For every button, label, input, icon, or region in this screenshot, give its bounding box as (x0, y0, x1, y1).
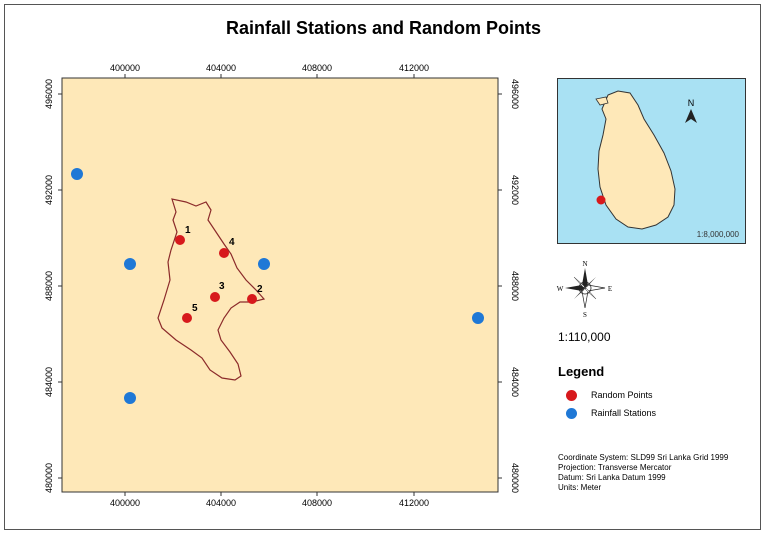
random-point-label: 2 (257, 284, 263, 295)
legend-label: Rainfall Stations (591, 408, 657, 418)
random-point-label: 1 (185, 225, 191, 236)
random-point-label: 3 (219, 281, 225, 292)
random-point-marker[interactable] (210, 292, 220, 302)
map-metadata: Coordinate System: SLD99 Sri Lanka Grid … (558, 453, 728, 493)
x-tick-label: 408000 (302, 63, 332, 73)
coordinate-system-text: Coordinate System: SLD99 Sri Lanka Grid … (558, 453, 729, 462)
x-axis-top: 400000 404000 408000 412000 (110, 63, 429, 73)
random-point-label: 4 (229, 237, 235, 248)
jaffna-peninsula (595, 96, 609, 106)
x-tick-label: 400000 (110, 63, 140, 73)
y-tick-label: 484000 (44, 367, 54, 397)
rainfall-station-marker[interactable] (124, 392, 136, 404)
x-tick-label: 404000 (206, 63, 236, 73)
rainfall-station-marker[interactable] (124, 258, 136, 270)
compass-s: S (583, 311, 587, 319)
rainfall-station-marker[interactable] (258, 258, 270, 270)
random-point-marker[interactable] (219, 248, 229, 258)
rainfall-station-marker[interactable] (71, 168, 83, 180)
x-axis-bottom: 400000 404000 408000 412000 (110, 498, 429, 508)
x-tick-marks (124, 74, 415, 496)
y-tick-marks (58, 93, 502, 479)
compass-rose-icon: N S E W (557, 260, 612, 319)
legend-label: Random Points (591, 390, 653, 400)
inset-locator-map: N 1:8,000,000 (557, 78, 746, 244)
north-arrow-icon: N (685, 98, 697, 123)
random-point-marker[interactable] (175, 235, 185, 245)
y-tick-label: 480000 (510, 463, 520, 493)
y-tick-label: 480000 (44, 463, 54, 493)
legend-item-random-points: Random Points (566, 388, 653, 402)
y-tick-label: 492000 (510, 175, 520, 205)
legend-title: Legend (558, 364, 605, 379)
datum-text: Datum: Sri Lanka Datum 1999 (558, 473, 666, 482)
inset-scale-text: 1:8,000,000 (696, 230, 739, 239)
map-title: Rainfall Stations and Random Points (225, 18, 542, 38)
sri-lanka-outline (597, 90, 676, 230)
units-text: Units: Meter (558, 483, 602, 492)
rainfall-stations-layer (71, 168, 484, 404)
y-tick-label: 492000 (44, 175, 54, 205)
x-tick-label: 408000 (302, 498, 332, 508)
y-axis-left: 496000 492000 488000 484000 480000 (44, 79, 54, 493)
study-area-boundary (157, 198, 266, 381)
rainfall-station-swatch-icon (566, 407, 577, 419)
x-tick-label: 412000 (399, 498, 429, 508)
y-tick-label: 488000 (44, 271, 54, 301)
x-tick-label: 400000 (110, 498, 140, 508)
map-extent (61, 77, 499, 493)
random-point-label: 5 (192, 303, 198, 314)
compass-e: E (608, 285, 612, 293)
y-tick-label: 496000 (44, 79, 54, 109)
rainfall-station-marker[interactable] (472, 312, 484, 324)
random-points-layer (175, 235, 257, 323)
x-tick-label: 412000 (399, 63, 429, 73)
map-scale-text: 1:110,000 (558, 330, 611, 344)
random-point-labels: 1 2 3 4 5 (185, 225, 263, 314)
compass-w: W (557, 285, 564, 293)
projection-text: Projection: Transverse Mercator (558, 463, 672, 472)
random-point-swatch-icon (566, 389, 577, 401)
y-tick-label: 488000 (510, 271, 520, 301)
x-tick-label: 404000 (206, 498, 236, 508)
study-area-locator-dot (596, 195, 606, 205)
compass-n: N (582, 260, 587, 268)
y-tick-label: 496000 (510, 79, 520, 109)
north-label: N (688, 98, 695, 108)
y-axis-right: 496000 492000 488000 484000 480000 (510, 79, 520, 493)
random-point-marker[interactable] (182, 313, 192, 323)
inset-svg: N (595, 90, 697, 230)
random-point-marker[interactable] (247, 294, 257, 304)
y-tick-label: 484000 (510, 367, 520, 397)
legend-item-rainfall-stations: Rainfall Stations (566, 406, 656, 420)
